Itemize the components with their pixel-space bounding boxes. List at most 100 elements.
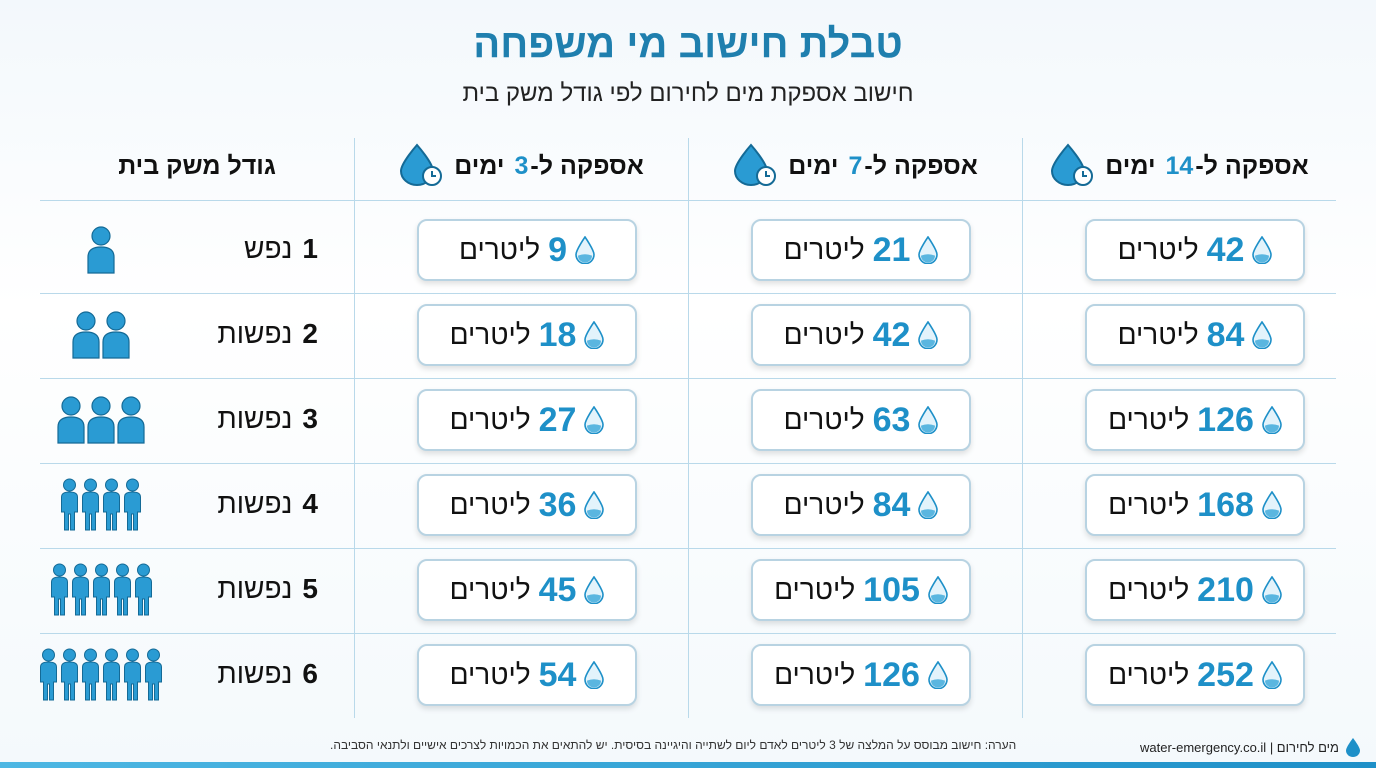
drop-icon	[918, 236, 939, 264]
supply-cell: 42 ליטרים	[751, 304, 971, 366]
drop-clock-icon	[734, 143, 777, 186]
liters-value: 9	[548, 230, 567, 269]
liters-unit: ליטרים	[774, 659, 856, 690]
liters-unit: ליטרים	[449, 489, 531, 520]
liters-unit: ליטרים	[1108, 489, 1190, 520]
household-count: 6	[302, 658, 318, 689]
header-suffix: ימים	[454, 151, 505, 180]
liters-unit: ליטרים	[1108, 659, 1190, 690]
title: טבלת חישוב מי משפחה	[473, 22, 903, 66]
household-count: 2	[302, 318, 318, 349]
supply-cell: 45 ליטרים	[417, 559, 637, 621]
supply-cell: 54 ליטרים	[417, 644, 637, 706]
supply-cell: 18 ליטרים	[417, 304, 637, 366]
column-divider	[1022, 138, 1023, 718]
drop-icon	[575, 236, 595, 264]
liters-value: 54	[538, 655, 577, 694]
liters-unit: ליטרים	[1108, 404, 1190, 435]
liters-value: 42	[1206, 230, 1245, 269]
people-icon-group	[40, 648, 162, 701]
column-header: אספקה ל- 3 ימים	[354, 143, 688, 186]
footnote: הערה: חישוב מבוסס על המלצה של 3 ליטרים ל…	[330, 738, 1017, 752]
column-divider	[688, 138, 689, 718]
liters-unit: ליטרים	[459, 234, 541, 265]
liters-value: 27	[538, 400, 577, 439]
people-icons	[87, 225, 117, 280]
drop-icon	[1262, 576, 1282, 604]
liters-unit: ליטרים	[783, 489, 865, 520]
brand: מים לחירום | water-emergency.co.il	[1140, 737, 1361, 757]
household-count: 5	[302, 573, 318, 604]
household-label: נפש	[244, 233, 293, 264]
drop-icon	[918, 406, 939, 434]
drop-icon	[928, 576, 948, 604]
drop-icon	[918, 491, 939, 519]
brand-drop-icon	[1345, 738, 1360, 757]
people-icons	[50, 563, 155, 622]
supply-cell: 9 ליטרים	[417, 219, 637, 281]
household-size: 6 נפשות	[217, 658, 318, 690]
people-icon-group	[50, 563, 152, 616]
drop-icon	[584, 661, 605, 689]
supply-cell: 126 ליטרים	[1085, 389, 1305, 451]
drop-icon	[584, 576, 605, 604]
header-days: 14	[1165, 151, 1194, 180]
header-days: 7	[848, 151, 863, 180]
people-icons	[39, 648, 165, 707]
column-divider	[354, 138, 355, 718]
people-icon-group	[57, 396, 145, 444]
drop-icon	[584, 321, 605, 349]
drop-icon	[1262, 661, 1282, 689]
household-size: 5 נפשות	[217, 573, 318, 605]
household-label: נפשות	[217, 488, 293, 519]
household-size: 1 נפש	[244, 233, 318, 265]
supply-cell: 210 ליטרים	[1085, 559, 1305, 621]
subtitle: חישוב אספקת מים לחירום לפי גודל משק בית	[462, 80, 914, 107]
drop-icon	[584, 491, 605, 519]
household-label: נפשות	[217, 318, 293, 349]
supply-cell: 84 ליטרים	[751, 474, 971, 536]
drop-icon	[1262, 406, 1282, 434]
header-suffix: ימים	[788, 151, 839, 180]
people-icons	[60, 478, 144, 537]
liters-value: 126	[1197, 400, 1254, 439]
header-days: 3	[514, 151, 529, 180]
liters-unit: ליטרים	[449, 659, 531, 690]
liters-unit: ליטרים	[1108, 574, 1190, 605]
supply-cell: 252 ליטרים	[1085, 644, 1305, 706]
liters-unit: ליטרים	[783, 404, 865, 435]
supply-cell: 168 ליטרים	[1085, 474, 1305, 536]
people-icon-group	[72, 311, 130, 359]
header-suffix: ימים	[1105, 151, 1156, 180]
liters-unit: ליטרים	[449, 404, 531, 435]
supply-cell: 105 ליטרים	[751, 559, 971, 621]
household-size: 2 נפשות	[217, 318, 318, 350]
liters-value: 84	[872, 485, 911, 524]
people-icon-group	[61, 478, 141, 531]
header-prefix: אספקה ל-	[530, 151, 644, 180]
household-count: 1	[302, 233, 318, 264]
household-count: 3	[302, 403, 318, 434]
drop-icon	[918, 321, 939, 349]
supply-cell: 42 ליטרים	[1085, 219, 1305, 281]
people-icons	[72, 310, 132, 365]
supply-cell: 27 ליטרים	[417, 389, 637, 451]
liters-value: 18	[538, 315, 577, 354]
liters-value: 36	[538, 485, 577, 524]
supply-cell: 21 ליטרים	[751, 219, 971, 281]
liters-unit: ליטרים	[783, 319, 865, 350]
liters-unit: ליטרים	[783, 234, 865, 265]
header-label: אספקה ל- 7 ימים	[788, 152, 978, 181]
liters-value: 126	[863, 655, 920, 694]
drop-icon	[928, 661, 948, 689]
drop-icon	[584, 406, 605, 434]
drop-icon	[1262, 491, 1282, 519]
liters-unit: ליטרים	[449, 574, 531, 605]
supply-cell: 126 ליטרים	[751, 644, 971, 706]
drop-icon	[1252, 321, 1273, 349]
liters-unit: ליטרים	[1117, 319, 1199, 350]
household-label: נפשות	[217, 403, 293, 434]
drop-icon	[1252, 236, 1273, 264]
household-size: 4 נפשות	[217, 488, 318, 520]
